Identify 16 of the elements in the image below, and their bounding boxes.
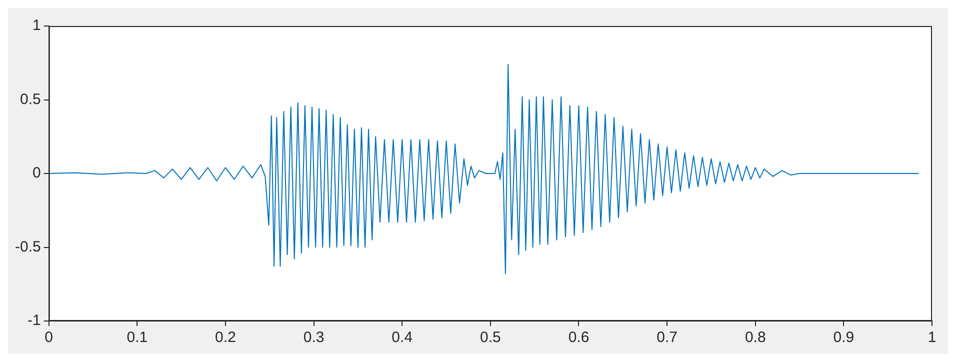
x-tick-label: 0.8 [744,329,766,346]
x-tick-label: 0.6 [568,329,590,346]
y-tick-label: 1 [32,17,41,34]
x-tick-label: 0.3 [303,329,324,346]
y-tick-label: -1 [28,312,41,330]
x-tick-label: 0 [44,329,54,346]
x-tick-label: 1 [928,329,936,346]
y-tick-label: 0.5 [20,90,41,108]
x-tick-label: 0.9 [833,329,854,346]
x-tick-label: 0.1 [126,329,148,346]
x-tick-label: 0.5 [480,329,501,346]
x-tick-label: 0.7 [656,329,678,346]
y-tick-label: -0.5 [14,238,41,256]
y-tick-label: 0 [32,164,41,182]
x-tick-label: 0.4 [392,329,413,346]
x-tick-label: 0.2 [215,329,236,346]
